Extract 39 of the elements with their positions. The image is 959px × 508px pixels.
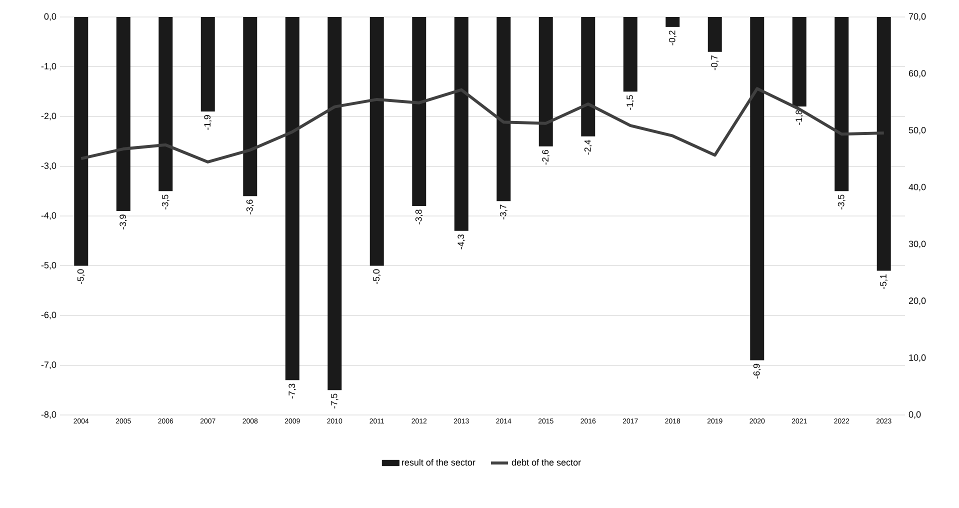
data-label: -3,5 [162, 194, 170, 210]
legend-label: debt of the sector [512, 458, 581, 466]
y-tick-label: -4,0 [41, 212, 56, 220]
y2-tick-label: 20,0 [908, 298, 926, 305]
y-tick-label: -6,0 [41, 312, 56, 320]
y2-tick-label: 50,0 [908, 126, 926, 134]
data-label: -3,6 [246, 200, 254, 214]
legend-label: result of the sector [402, 458, 476, 466]
y-tick-label: 0,0 [44, 13, 56, 21]
data-label: -0,2 [668, 30, 676, 46]
y2-tick-label: 30,0 [908, 240, 926, 248]
data-label: -1,5 [626, 95, 634, 110]
y2-tick-label: 40,0 [908, 184, 926, 192]
data-label: -3,8 [415, 210, 423, 224]
data-label: -3,7 [500, 204, 508, 220]
y-tick-label: -2,0 [41, 112, 56, 120]
data-label: -2,6 [542, 150, 550, 165]
y2-tick-label: 10,0 [909, 354, 926, 362]
y-tick-label: -1,0 [41, 63, 56, 70]
data-label: -5,0 [373, 269, 381, 284]
line-series [80, 87, 886, 164]
y-tick-label: -7,0 [41, 362, 56, 369]
y-tick-label: -5,0 [41, 262, 56, 270]
data-label: -3,5 [838, 194, 846, 210]
data-label: -3,9 [120, 214, 128, 230]
data-label: -5,0 [77, 269, 85, 284]
data-label: -7,3 [288, 384, 296, 398]
data-label: -2,4 [584, 140, 592, 155]
data-label: -1,9 [204, 115, 212, 130]
data-label: -0,7 [711, 55, 719, 70]
y2-tick-label: 70,0 [908, 13, 926, 21]
y2-tick-label: 0,0 [908, 411, 921, 419]
data-label: -6,9 [753, 364, 761, 379]
y2-tick-label: 60,0 [908, 70, 926, 78]
y-tick-label: -8,0 [41, 411, 56, 419]
data-label: -7,5 [330, 394, 338, 408]
y-tick-label: -3,0 [41, 162, 56, 170]
data-label: -5,1 [880, 274, 888, 290]
data-label: -4,3 [458, 234, 466, 250]
